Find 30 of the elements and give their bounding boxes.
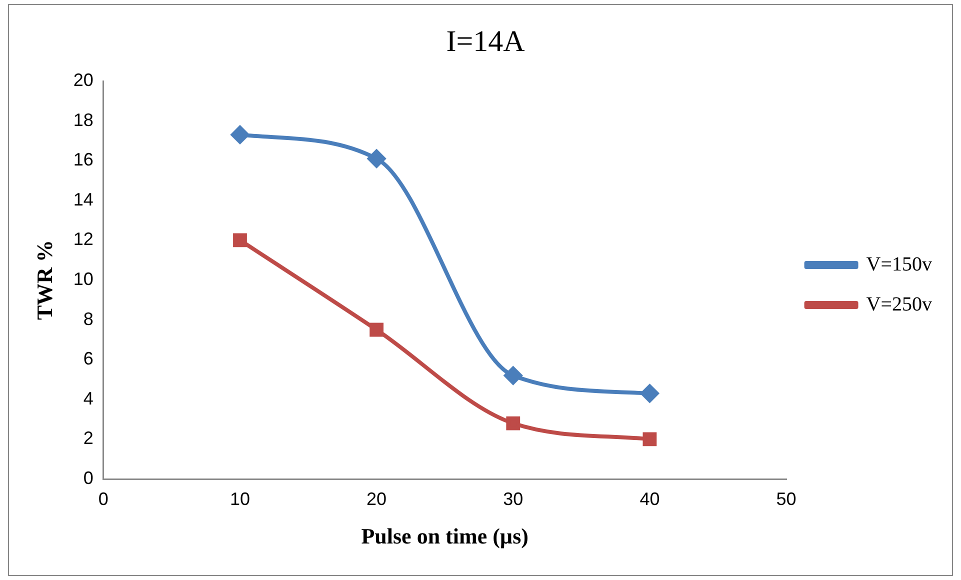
y-tick-label: 10 <box>73 268 94 289</box>
y-tick-label: 20 <box>73 70 94 90</box>
x-tick-label: 20 <box>366 488 387 509</box>
x-tick-label: 50 <box>776 488 796 509</box>
y-tick-label: 16 <box>73 150 94 170</box>
legend-label: V=150v <box>866 253 932 276</box>
chart-title: I=14A <box>446 24 526 58</box>
y-tick-label: 18 <box>73 110 94 130</box>
point <box>233 233 247 248</box>
y-tick-label: 4 <box>83 388 94 408</box>
point <box>640 384 659 402</box>
y-tick-label: 12 <box>73 229 94 250</box>
y-tick-label: 14 <box>73 189 94 210</box>
point <box>370 322 384 337</box>
point <box>506 416 520 430</box>
point <box>368 150 386 168</box>
x-axis-title: Pulse on time (µs) <box>361 523 528 548</box>
x-tick-label: 30 <box>503 488 524 509</box>
y-axis-title: TWR % <box>32 240 57 320</box>
point <box>230 126 249 144</box>
y-tick-label: 8 <box>83 308 94 329</box>
point <box>504 366 522 385</box>
legend-label: V=250v <box>866 293 932 316</box>
x-tick-label: 0 <box>98 488 108 509</box>
y-tick-label: 6 <box>83 348 94 369</box>
x-tick-label: 10 <box>230 488 250 509</box>
y-tick-label: 0 <box>83 468 94 488</box>
point <box>642 432 657 446</box>
x-tick-label: 40 <box>640 488 660 509</box>
y-tick-label: 2 <box>83 428 94 448</box>
